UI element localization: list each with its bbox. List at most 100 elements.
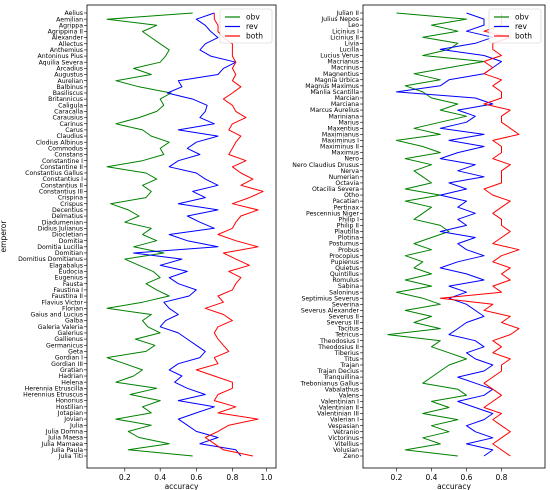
y-tick-label: Valentinian III bbox=[317, 411, 359, 418]
y-tick-label: Delmatius bbox=[52, 213, 83, 220]
y-tick-label: Gallienus bbox=[54, 336, 83, 343]
y-tick-label: Gordian III bbox=[51, 361, 83, 368]
y-tick-label: Trebonianus Gallus bbox=[300, 380, 359, 387]
y-tick-label: Balbinus bbox=[57, 84, 83, 91]
y-tick-label: Basiliscus bbox=[53, 90, 83, 97]
y-tick-label: Maximinus II bbox=[320, 144, 359, 151]
y-tick-label: Domitia bbox=[59, 238, 83, 245]
y-tick-label: Crispus bbox=[60, 201, 83, 208]
y-tick-label: Faustina I bbox=[53, 287, 83, 294]
y-tick-label: Aurelian bbox=[57, 78, 83, 85]
y-tick-label: Eudocia bbox=[59, 269, 84, 276]
legend-label-obv: obv bbox=[515, 13, 529, 22]
y-tick-label: Valentinian II bbox=[319, 405, 359, 412]
y-tick-label: Faustina II bbox=[52, 293, 84, 300]
y-tick-label: Trajan bbox=[339, 362, 359, 369]
y-tick-label: Victorinus bbox=[328, 435, 359, 442]
y-tick-label: Clodius Albinus bbox=[36, 139, 83, 146]
y-tick-label: Agrippa bbox=[59, 22, 83, 29]
y-tick-label: Allectus bbox=[59, 41, 83, 48]
y-tick-label: Constantine II bbox=[40, 164, 83, 171]
legend-label-rev: rev bbox=[515, 22, 528, 31]
y-tick-label: Julian II bbox=[335, 10, 359, 17]
y-tick-label: Tiberius bbox=[334, 350, 359, 357]
y-tick-label: Gaius and Lucius bbox=[30, 312, 83, 319]
legend-label-both: both bbox=[246, 32, 263, 41]
y-tick-label: Julia bbox=[69, 422, 83, 429]
series-line-obv bbox=[106, 12, 193, 457]
y-tick-label: Licinius I bbox=[332, 28, 359, 35]
y-tick-label: Numerian bbox=[329, 174, 359, 181]
y-tick-label: Constantius Gallus bbox=[25, 170, 83, 177]
y-tick-label: Magnentius bbox=[323, 71, 359, 78]
y-tick-label: Hadrian bbox=[59, 373, 83, 380]
y-tick-label: Procopius bbox=[329, 253, 359, 260]
y-tick-label: Trajan Decius bbox=[317, 368, 359, 375]
y-tick-label: Augustus bbox=[54, 72, 83, 79]
y-axis-title: emperor bbox=[0, 220, 8, 253]
y-tick-label: Saloninus bbox=[329, 289, 359, 296]
y-tick-label: Magnus Maximus bbox=[305, 83, 359, 90]
y-tick-label: Julia Titi bbox=[58, 453, 84, 460]
x-tick-label: 0.8 bbox=[226, 473, 238, 482]
y-tick-label: Aelius bbox=[64, 10, 83, 17]
y-tick-label: Severus II bbox=[328, 314, 359, 321]
y-tick-label: Otacilia Severa bbox=[312, 186, 359, 193]
y-tick-label: Carus bbox=[65, 127, 83, 134]
y-tick-label: Julia Domna bbox=[45, 428, 83, 435]
y-tick-label: Eugenius bbox=[55, 275, 83, 282]
y-tick-label: Sabina bbox=[338, 283, 359, 290]
y-tick-label: Antoninus Pius bbox=[38, 53, 84, 60]
y-tick-label: Valens bbox=[339, 392, 359, 399]
y-tick-label: Pertinax bbox=[334, 204, 360, 211]
y-tick-label: Plautilla bbox=[334, 229, 359, 236]
y-tick-label: Volusian bbox=[333, 447, 359, 454]
y-tick-label: Gordian I bbox=[55, 355, 83, 362]
y-tick-label: Julia Mamaea bbox=[41, 441, 84, 448]
y-tick-label: Severina bbox=[332, 301, 359, 308]
y-tick-label: Flavius Victor bbox=[41, 299, 83, 306]
y-tick-label: Anthemius bbox=[50, 47, 83, 54]
y-tick-label: Licinius II bbox=[330, 34, 359, 41]
y-tick-label: Quietus bbox=[335, 265, 359, 272]
y-tick-label: Domitia Lucilla bbox=[37, 244, 83, 251]
y-tick-label: Lucius Verus bbox=[320, 53, 359, 60]
y-tick-label: Aquilia Severa bbox=[39, 59, 84, 66]
y-tick-label: Maximus bbox=[331, 150, 359, 157]
y-tick-label: Tetricus bbox=[334, 332, 359, 339]
plot-frame bbox=[86, 4, 277, 469]
y-tick-label: Fausta bbox=[63, 281, 83, 288]
series-line-rev bbox=[133, 12, 242, 457]
plot-frame bbox=[362, 4, 546, 469]
y-tick-label: Pupienus bbox=[331, 259, 359, 266]
y-tick-label: Julia Paula bbox=[50, 447, 83, 454]
y-tick-label: Elagabalus bbox=[49, 262, 83, 269]
y-tick-label: Crispina bbox=[58, 195, 83, 202]
y-tick-label: Theodosius I bbox=[319, 338, 359, 345]
y-tick-label: Vitellius bbox=[335, 441, 359, 448]
y-tick-label: Diadumenian bbox=[42, 219, 83, 226]
y-tick-label: Galeria Valeria bbox=[38, 324, 83, 331]
x-tick-label: 0.6 bbox=[461, 473, 473, 482]
y-tick-label: Marciana bbox=[331, 101, 359, 108]
y-tick-label: Helena bbox=[61, 379, 83, 386]
x-tick-label: 0.4 bbox=[426, 473, 438, 482]
y-tick-label: Britannicus bbox=[48, 96, 83, 103]
y-tick-label: Mariniana bbox=[328, 113, 359, 120]
y-tick-label: Manlia Scantilla bbox=[310, 89, 359, 96]
y-tick-label: Geta bbox=[68, 349, 83, 356]
y-tick-label: Domitian bbox=[55, 250, 83, 257]
series-line-both bbox=[195, 13, 264, 457]
x-tick-label: 0.4 bbox=[154, 473, 166, 482]
y-tick-label: Constantius III bbox=[39, 189, 83, 196]
y-tick-label: Plotina bbox=[338, 235, 359, 242]
y-tick-label: Vabalathus bbox=[325, 386, 359, 393]
y-tick-label: Caracalla bbox=[54, 109, 83, 116]
y-tick-label: Galerius bbox=[57, 330, 83, 337]
y-tick-label: Magnia Urbica bbox=[315, 77, 360, 84]
x-axis-title: accuracy bbox=[165, 482, 199, 490]
x-tick-label: 0.6 bbox=[190, 473, 202, 482]
y-tick-label: Nero Claudius Drusus bbox=[292, 162, 359, 169]
